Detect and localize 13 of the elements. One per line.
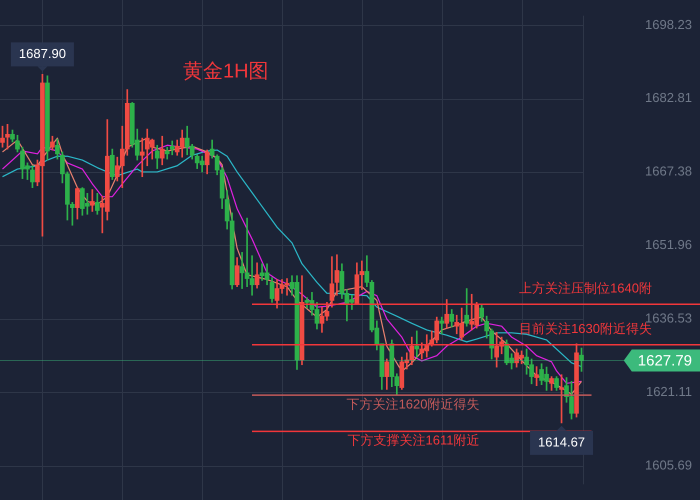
y-tick-label: 1605.69 bbox=[645, 457, 692, 472]
ref-line-label: 1627.79 bbox=[638, 352, 692, 370]
ref-line-label: 下方关注1620附近得失 bbox=[346, 396, 480, 412]
y-tick-label: 1651.96 bbox=[645, 237, 692, 252]
ref-line-label: 上方关注压制位1640附 bbox=[519, 280, 652, 296]
text: 黄金1H图 bbox=[183, 60, 269, 83]
y-tick-label: 1698.23 bbox=[645, 16, 692, 32]
ref-line-label: 下方支撑关注1611附近 bbox=[348, 432, 480, 448]
annotation: 1687.90 bbox=[18, 46, 66, 61]
y-tick-label: 1682.81 bbox=[645, 90, 692, 106]
y-tick-label: 1667.38 bbox=[645, 164, 692, 179]
annotation: 1614.67 bbox=[538, 434, 586, 450]
y-tick-label: 1621.11 bbox=[646, 384, 692, 399]
